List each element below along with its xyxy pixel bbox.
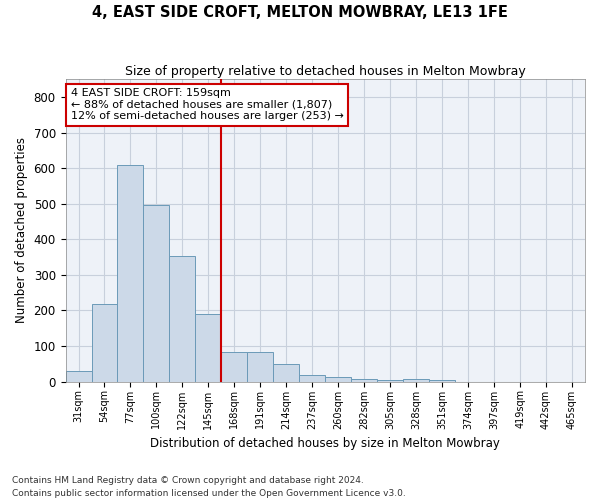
Bar [403,379,429,382]
Bar [143,206,169,382]
Bar [351,379,377,382]
Bar [221,352,247,382]
Text: 4 EAST SIDE CROFT: 159sqm
← 88% of detached houses are smaller (1,807)
12% of se: 4 EAST SIDE CROFT: 159sqm ← 88% of detac… [71,88,344,122]
Bar [299,375,325,382]
Y-axis label: Number of detached properties: Number of detached properties [15,138,28,324]
Bar [92,304,118,382]
Bar [169,256,196,382]
Text: 4, EAST SIDE CROFT, MELTON MOWBRAY, LE13 1FE: 4, EAST SIDE CROFT, MELTON MOWBRAY, LE13… [92,5,508,20]
X-axis label: Distribution of detached houses by size in Melton Mowbray: Distribution of detached houses by size … [151,437,500,450]
Bar [196,314,221,382]
Bar [325,377,351,382]
Bar [429,380,455,382]
Bar [274,364,299,382]
Bar [377,380,403,382]
Title: Size of property relative to detached houses in Melton Mowbray: Size of property relative to detached ho… [125,65,526,78]
Text: Contains HM Land Registry data © Crown copyright and database right 2024.
Contai: Contains HM Land Registry data © Crown c… [12,476,406,498]
Bar [65,371,92,382]
Bar [247,352,274,382]
Bar [118,164,143,382]
